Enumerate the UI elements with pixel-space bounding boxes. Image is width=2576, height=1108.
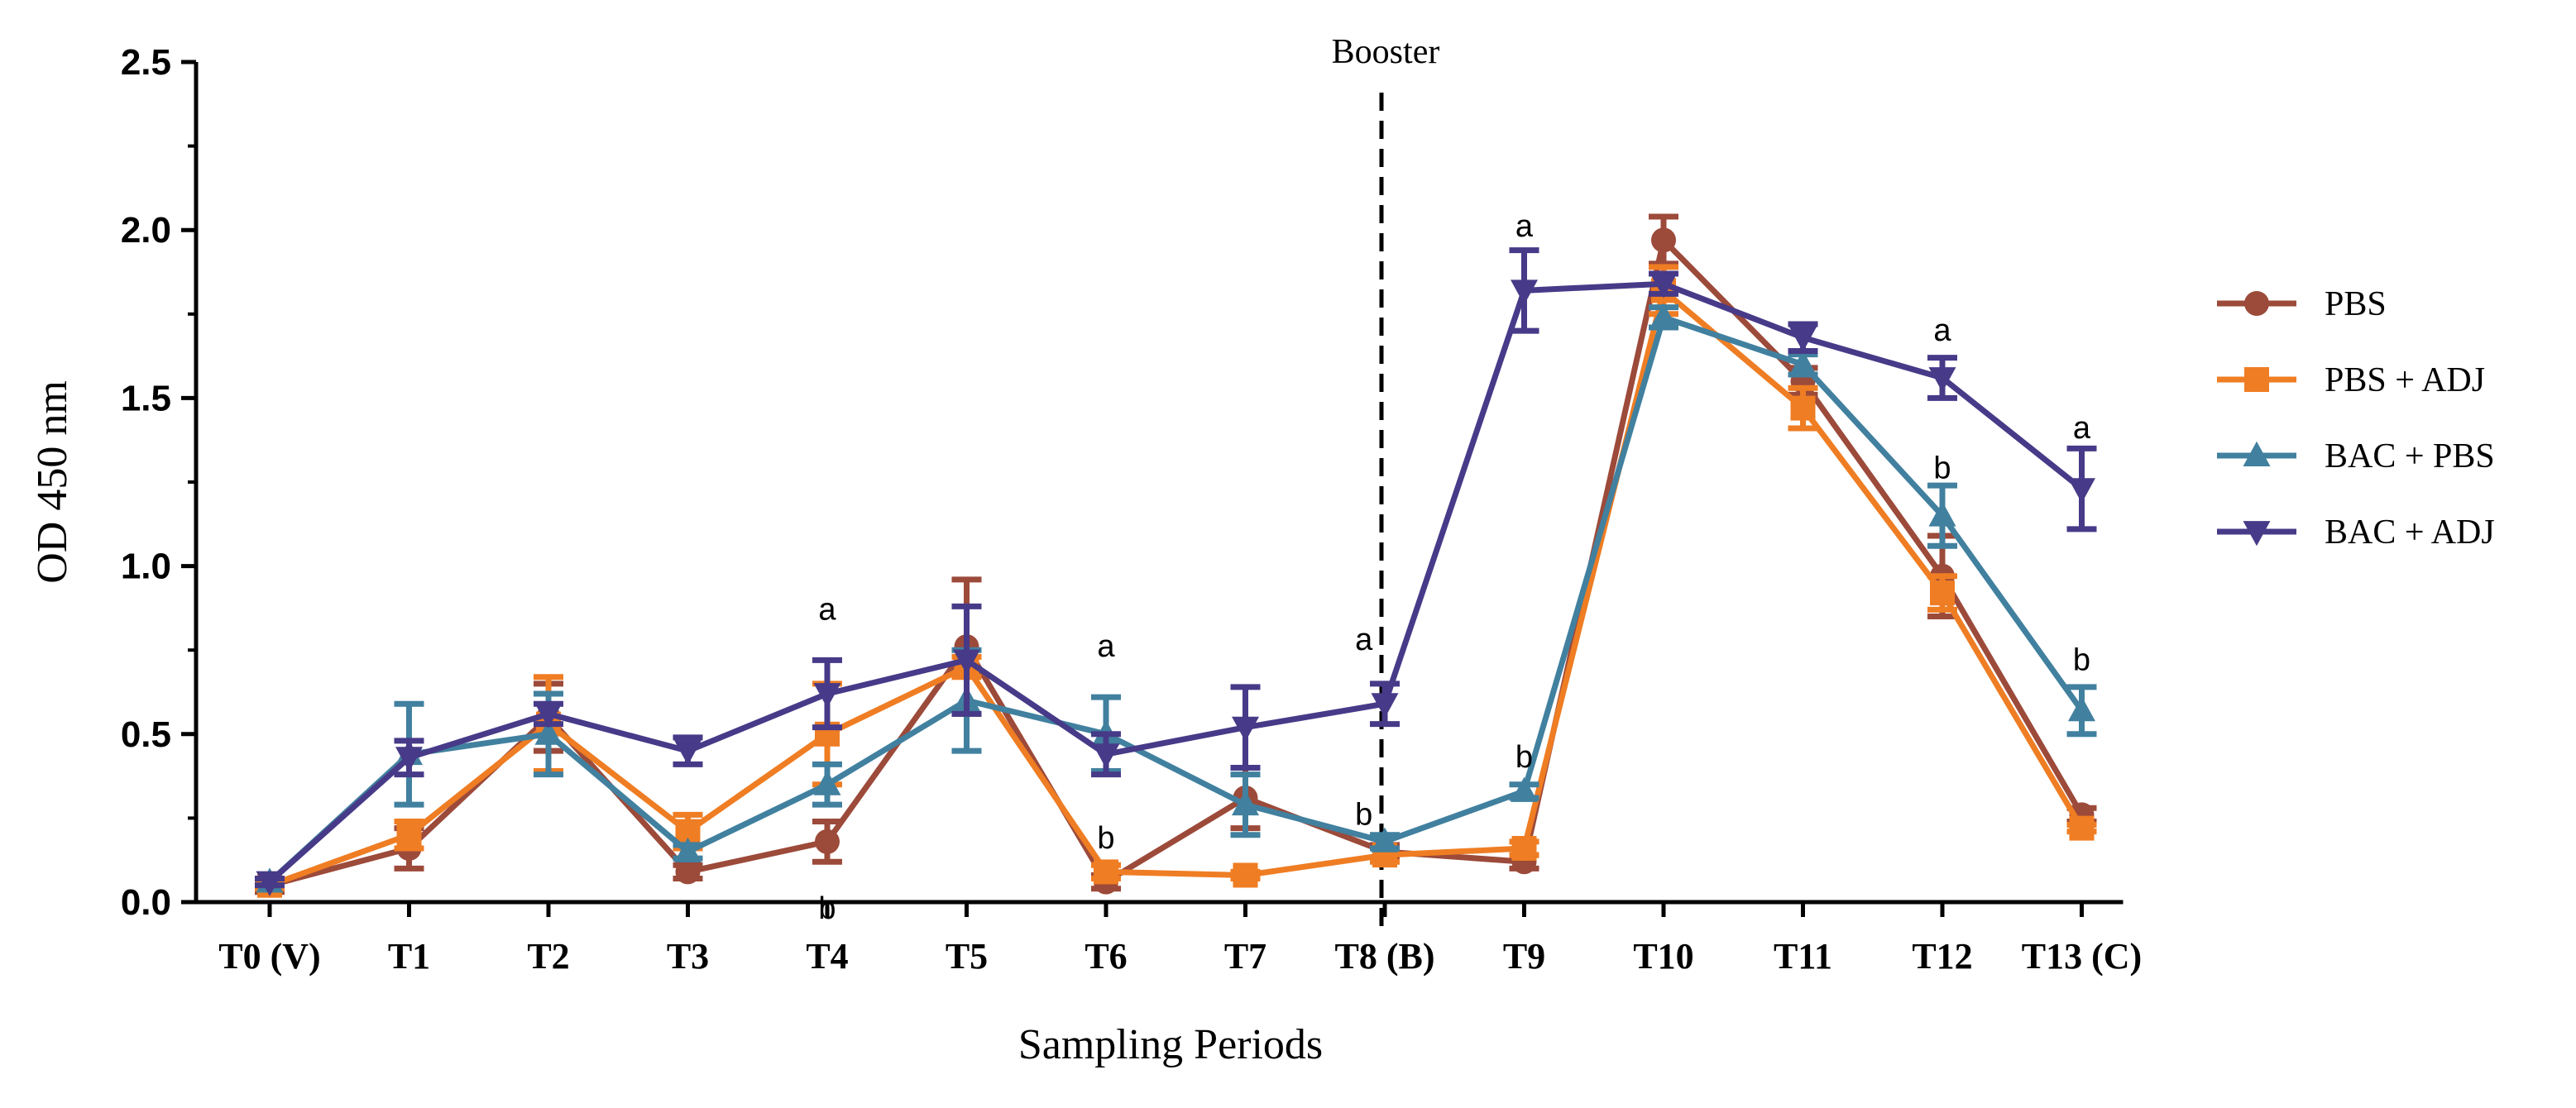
data-point: [2068, 478, 2095, 504]
data-point: [953, 649, 980, 675]
y-tick-label: 1.5: [121, 378, 171, 418]
significance-letter: a: [1515, 209, 1534, 244]
legend-label: PBS + ADJ: [2325, 361, 2485, 399]
significance-letter: a: [1355, 623, 1373, 657]
data-point: [1928, 501, 1956, 527]
legend-label: BAC + ADJ: [2325, 513, 2495, 552]
data-point: [1232, 790, 1259, 816]
data-point: [674, 740, 701, 766]
data-point: [2069, 815, 2095, 841]
data-point: [1789, 350, 1817, 375]
y-axis-title: OD 450 nm: [29, 380, 76, 584]
series-pbs: [255, 213, 2097, 898]
data-point: [1371, 693, 1399, 719]
x-axis: T0 (V) T1 T2 T3 T4 T5 T6 T7 T8 (B) T9 T10 T11 T12 T13…: [194, 900, 2142, 977]
data-point: [395, 747, 423, 772]
data-point: [534, 719, 563, 745]
data-point: [1928, 367, 1956, 393]
significance-letter: b: [1355, 797, 1372, 832]
significance-letter: a: [1933, 313, 1951, 348]
series-line: [267, 314, 2085, 885]
x-tick-label: T2: [527, 936, 569, 977]
data-point: [256, 871, 284, 896]
legend-swatch-marker: [2244, 367, 2269, 392]
y-tick-label: 2.0: [121, 210, 171, 251]
significance-letter: b: [1933, 451, 1951, 486]
significance-letter: b: [1515, 740, 1533, 775]
data-point: [1789, 327, 1817, 352]
data-point: [813, 770, 841, 795]
data-point: [1233, 862, 1258, 888]
y-tick-label: 2.5: [121, 42, 171, 83]
significance-letter: b: [2073, 642, 2090, 677]
significance-letter: b: [1097, 821, 1114, 856]
legend-item: BAC + PBS: [2217, 437, 2495, 475]
legend-item: PBS: [2217, 285, 2387, 323]
data-point: [1094, 859, 1118, 885]
booster-marker: Booster: [1332, 33, 1440, 927]
data-point: [1232, 716, 1259, 742]
significance-letter: a: [818, 592, 836, 627]
data-point: [674, 837, 701, 862]
legend-swatch-marker: [2244, 291, 2269, 316]
x-tick-label: T1: [388, 936, 430, 977]
data-point: [1511, 776, 1538, 802]
x-tick-label: T13 (C): [2022, 936, 2142, 977]
annotation-layer: a b a b a b a b a b a b: [818, 209, 2091, 926]
data-point: [1092, 743, 1120, 769]
legend-swatch-marker: [2243, 441, 2271, 466]
series-bac-adj: [255, 247, 2097, 896]
data-point: [815, 829, 840, 854]
y-axis: 0.0 0.5 1.0 1.5 2.0 2.5: [121, 42, 199, 923]
x-tick-label: T0 (V): [218, 936, 320, 977]
x-tick-label: T3: [667, 936, 709, 977]
data-point: [675, 859, 701, 885]
series-line: [268, 287, 2085, 888]
x-tick-label: T5: [946, 936, 988, 977]
series-layer: [255, 213, 2097, 898]
data-point: [2068, 696, 2095, 722]
x-tick-label: T10: [1633, 936, 1693, 977]
data-point: [1651, 227, 1676, 253]
x-tick-label: T9: [1503, 936, 1545, 977]
x-axis-title: Sampling Periods: [1018, 1021, 1323, 1068]
legend-label: BAC + PBS: [2325, 437, 2495, 475]
y-tick-label: 0.5: [121, 714, 171, 755]
legend-swatch-marker: [2243, 521, 2271, 547]
significance-letter: a: [1097, 629, 1115, 664]
significance-letter: b: [818, 891, 836, 926]
series-pbs-adj: [255, 264, 2097, 898]
significance-letter: a: [2073, 411, 2091, 446]
data-point: [1371, 827, 1399, 852]
data-point: [1650, 303, 1678, 328]
legend-item: BAC + ADJ: [2217, 513, 2495, 552]
data-point: [1930, 580, 1955, 606]
y-tick-label: 0.0: [121, 882, 171, 923]
legend-label: PBS: [2325, 285, 2387, 323]
data-point: [534, 703, 563, 728]
x-tick-label: T11: [1774, 936, 1832, 977]
series-line: [267, 280, 2084, 885]
x-tick-label: T4: [806, 936, 848, 977]
legend-item: PBS + ADJ: [2217, 361, 2485, 399]
x-tick-label: T8 (B): [1335, 936, 1435, 977]
x-tick-label: T6: [1085, 936, 1127, 977]
data-point: [396, 822, 422, 848]
booster-label: Booster: [1332, 33, 1440, 71]
legend: PBS PBS + ADJ BAC + PBS BAC + ADJ: [2217, 285, 2495, 552]
data-point: [813, 683, 841, 709]
data-point: [1790, 395, 1816, 421]
y-tick-label: 1.0: [121, 547, 171, 587]
series-bac-pbs: [255, 303, 2097, 893]
data-point: [1650, 273, 1678, 298]
data-point: [1511, 835, 1537, 861]
x-tick-label: T7: [1224, 936, 1266, 977]
data-point: [1511, 279, 1538, 305]
x-tick-label: T12: [1912, 936, 1972, 977]
